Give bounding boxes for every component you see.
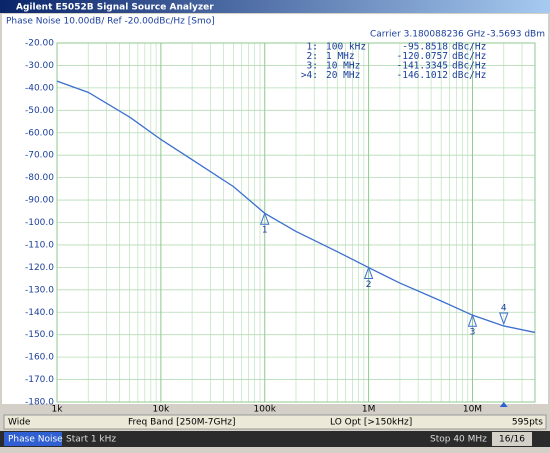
y-tick-label: -100.0 bbox=[25, 218, 54, 228]
window-title: Agilent E5052B Signal Source Analyzer bbox=[16, 3, 214, 13]
marker-label: 4 bbox=[501, 303, 507, 313]
axis-strip bbox=[2, 404, 548, 416]
marker-unit: dBc/Hz bbox=[452, 42, 486, 53]
stop: Stop 40 MHz bbox=[430, 435, 487, 445]
start: Start 1 kHz bbox=[66, 435, 116, 445]
x-tick-label: 1k bbox=[52, 405, 64, 415]
marker-freq: 10 MHz bbox=[326, 61, 360, 72]
status-bar bbox=[3, 414, 547, 430]
meas[interactable]: Phase Noise bbox=[8, 435, 63, 445]
y-tick-label: -160.0 bbox=[25, 353, 54, 363]
y-tick-label: -60.00 bbox=[25, 128, 54, 138]
y-tick-label: -150.0 bbox=[25, 330, 54, 340]
y-tick-label: -40.00 bbox=[25, 83, 54, 93]
marker-freq: 100 kHz bbox=[326, 42, 366, 53]
marker bbox=[499, 312, 509, 326]
trace-header: Phase Noise 10.00dB/ Ref -20.00dBc/Hz [S… bbox=[6, 17, 215, 27]
trace bbox=[56, 80, 536, 334]
y-tick-label: -110.0 bbox=[25, 240, 54, 250]
bottom-bar bbox=[0, 431, 550, 447]
marker-value: -141.3345 bbox=[397, 61, 448, 72]
span: Wide bbox=[8, 418, 31, 428]
marker-freq: 20 MHz bbox=[326, 70, 360, 81]
count-box bbox=[492, 432, 532, 446]
carrier: Carrier 3.180088236 GHz bbox=[370, 30, 485, 40]
marker-label: 1 bbox=[262, 226, 268, 236]
marker bbox=[260, 211, 270, 225]
y-tick-label: -70.00 bbox=[25, 151, 54, 161]
marker-unit: dBc/Hz bbox=[452, 70, 486, 81]
meas-tab[interactable] bbox=[4, 432, 62, 446]
marker bbox=[363, 266, 374, 280]
plot-panel bbox=[2, 14, 548, 404]
marker-value: -120.0757 bbox=[397, 51, 448, 62]
x-tick-label: 10k bbox=[153, 405, 170, 415]
points: 595pts bbox=[512, 418, 543, 428]
marker-unit: dBc/Hz bbox=[452, 51, 486, 62]
count: 16/16 bbox=[499, 435, 525, 445]
marker-label: 2 bbox=[366, 280, 372, 290]
y-tick-label: -90.00 bbox=[25, 196, 54, 206]
y-tick-label: -170.0 bbox=[25, 375, 54, 385]
marker-label: 3 bbox=[470, 328, 476, 338]
freq-band: Freq Band [250M-7GHz] bbox=[128, 418, 236, 428]
marker-row-label: 2: bbox=[307, 51, 318, 62]
marker-row-label: >4: bbox=[301, 70, 318, 81]
marker bbox=[467, 313, 478, 327]
active-marker-pointer bbox=[499, 402, 508, 407]
y-tick-label: -80.00 bbox=[25, 173, 54, 183]
marker-value: -95.8518 bbox=[402, 42, 448, 53]
y-tick-label: -120.0 bbox=[25, 263, 54, 273]
marker-value: -146.1012 bbox=[397, 70, 448, 81]
y-tick-label: -30.00 bbox=[25, 61, 54, 71]
x-tick-label: 10M bbox=[463, 405, 482, 415]
y-tick-label: -20.00 bbox=[25, 39, 54, 49]
y-tick-label: -130.0 bbox=[25, 285, 54, 295]
x-tick-label: 1M bbox=[362, 405, 376, 415]
y-tick-label: -50.00 bbox=[25, 106, 54, 116]
y-tick-label: -180.0 bbox=[25, 398, 54, 408]
y-tick-label: -140.0 bbox=[25, 308, 54, 318]
title-bar bbox=[0, 0, 550, 13]
marker-row-label: 1: bbox=[307, 42, 318, 53]
plot-border bbox=[56, 42, 536, 403]
marker-unit: dBc/Hz bbox=[452, 61, 486, 72]
marker-freq: 1 MHz bbox=[326, 51, 355, 62]
power: -3.5693 dBm bbox=[487, 30, 545, 40]
marker-row-label: 3: bbox=[307, 61, 318, 72]
x-tick-label: 100k bbox=[254, 405, 277, 415]
lo-opt: LO Opt [>150kHz] bbox=[330, 418, 412, 428]
